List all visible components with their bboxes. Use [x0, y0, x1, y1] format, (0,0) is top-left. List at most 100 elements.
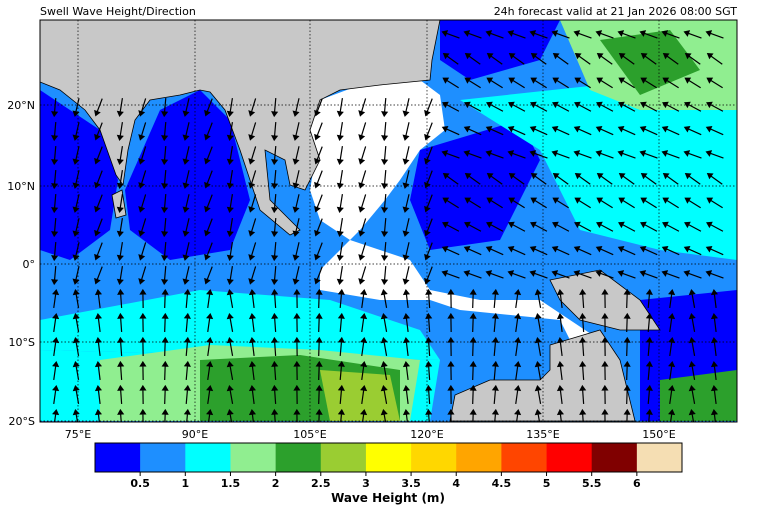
colorbar-tick-label: 3 [362, 477, 370, 490]
swell-arrow [116, 98, 124, 118]
swell-arrow [402, 218, 410, 237]
swell-arrow [138, 98, 147, 117]
swell-arrow [706, 77, 723, 89]
swell-arrow [508, 197, 525, 209]
swell-arrow [360, 360, 368, 380]
swell-arrow [271, 408, 279, 422]
swell-arrow [94, 194, 103, 213]
swell-arrow [358, 98, 367, 117]
swell-arrow [645, 384, 653, 405]
swell-arrow [226, 242, 234, 262]
swell-arrow [595, 245, 614, 256]
swell-arrow [463, 270, 482, 279]
swell-arrow [94, 170, 103, 189]
swell-arrow [705, 245, 724, 256]
swell-arrow [579, 360, 587, 381]
swell-arrow [116, 218, 124, 238]
swell-arrow [315, 312, 323, 333]
swell-arrow [402, 384, 411, 405]
swell-arrow [314, 266, 323, 285]
swell-arrow [381, 121, 389, 142]
swell-arrow [116, 194, 124, 214]
swell-arrow [705, 125, 724, 136]
swell-arrow [596, 53, 613, 65]
swell-arrow [639, 125, 658, 136]
swell-arrow [315, 336, 323, 357]
swell-arrow [601, 360, 609, 381]
swell-arrow [206, 336, 214, 356]
swell-arrow [508, 77, 525, 89]
swell-arrow [447, 360, 455, 381]
swell-arrow [117, 408, 125, 422]
swell-arrow [508, 53, 525, 65]
swell-arrow [248, 98, 257, 117]
swell-arrow [529, 270, 548, 279]
swell-arrow [161, 241, 169, 262]
swell-arrow [183, 312, 191, 333]
colorbar-tick-label: 5 [543, 477, 551, 490]
swell-arrow [530, 173, 547, 185]
colorbar-swatch [185, 443, 231, 472]
swell-arrow [94, 218, 103, 237]
colorbar-tick-label: 1.5 [221, 477, 241, 490]
swell-arrow [623, 360, 631, 381]
swell-arrow [292, 122, 300, 141]
swell-arrow [514, 384, 522, 404]
swell-arrow [442, 197, 459, 209]
swell-arrow [360, 288, 368, 308]
swell-arrow [491, 312, 499, 333]
swell-arrow [72, 409, 80, 422]
swell-arrow [337, 408, 345, 422]
swell-arrow [617, 150, 636, 159]
swell-arrow [552, 197, 569, 209]
swell-arrow [182, 170, 190, 189]
swell-arrow [248, 146, 257, 165]
valid-time: 24h forecast valid at 21 Jan 2026 08:00 … [494, 5, 738, 18]
swell-arrow [248, 194, 257, 213]
swell-arrow [358, 218, 367, 237]
colorbar-swatch [546, 443, 592, 472]
swell-arrow [617, 245, 636, 256]
swell-arrow [530, 77, 547, 89]
swell-arrow [617, 270, 636, 279]
swell-arrow [402, 408, 411, 422]
swell-arrow [485, 245, 504, 256]
swell-arrow [248, 384, 257, 405]
swell-arrow [683, 270, 702, 279]
swell-arrow [117, 384, 125, 405]
swell-arrow [52, 312, 60, 332]
swell-arrow [206, 312, 214, 332]
swell-arrow [226, 266, 234, 286]
swell-arrow [94, 122, 103, 141]
swell-arrow [639, 150, 658, 159]
swell-arrow [705, 150, 724, 159]
swell-arrow [463, 150, 482, 159]
swell-arrow [469, 360, 477, 381]
swell-arrow [618, 197, 635, 209]
swell-arrow [402, 360, 411, 381]
swell-arrow [463, 245, 482, 256]
swell-arrow [507, 30, 526, 39]
swell-arrow [668, 312, 676, 332]
swell-arrow [683, 30, 702, 39]
map [40, 20, 737, 422]
swell-arrow [402, 194, 410, 213]
swell-arrow [706, 101, 724, 112]
swell-arrow [573, 150, 592, 159]
swell-arrow [206, 384, 214, 404]
swell-arrow [336, 242, 344, 262]
swell-arrow [182, 98, 190, 117]
swell-arrow [514, 408, 522, 422]
swell-arrow [161, 265, 169, 286]
swell-arrow [161, 217, 169, 238]
swell-arrow [441, 150, 460, 159]
swell-arrow [639, 245, 658, 256]
swell-arrow [640, 221, 658, 232]
swell-arrow [51, 97, 59, 118]
swell-arrow [182, 218, 190, 237]
swell-arrow [51, 265, 59, 286]
swell-arrow [645, 360, 653, 381]
swell-arrow [425, 312, 433, 333]
patch [660, 370, 737, 421]
swell-arrow [94, 242, 103, 261]
